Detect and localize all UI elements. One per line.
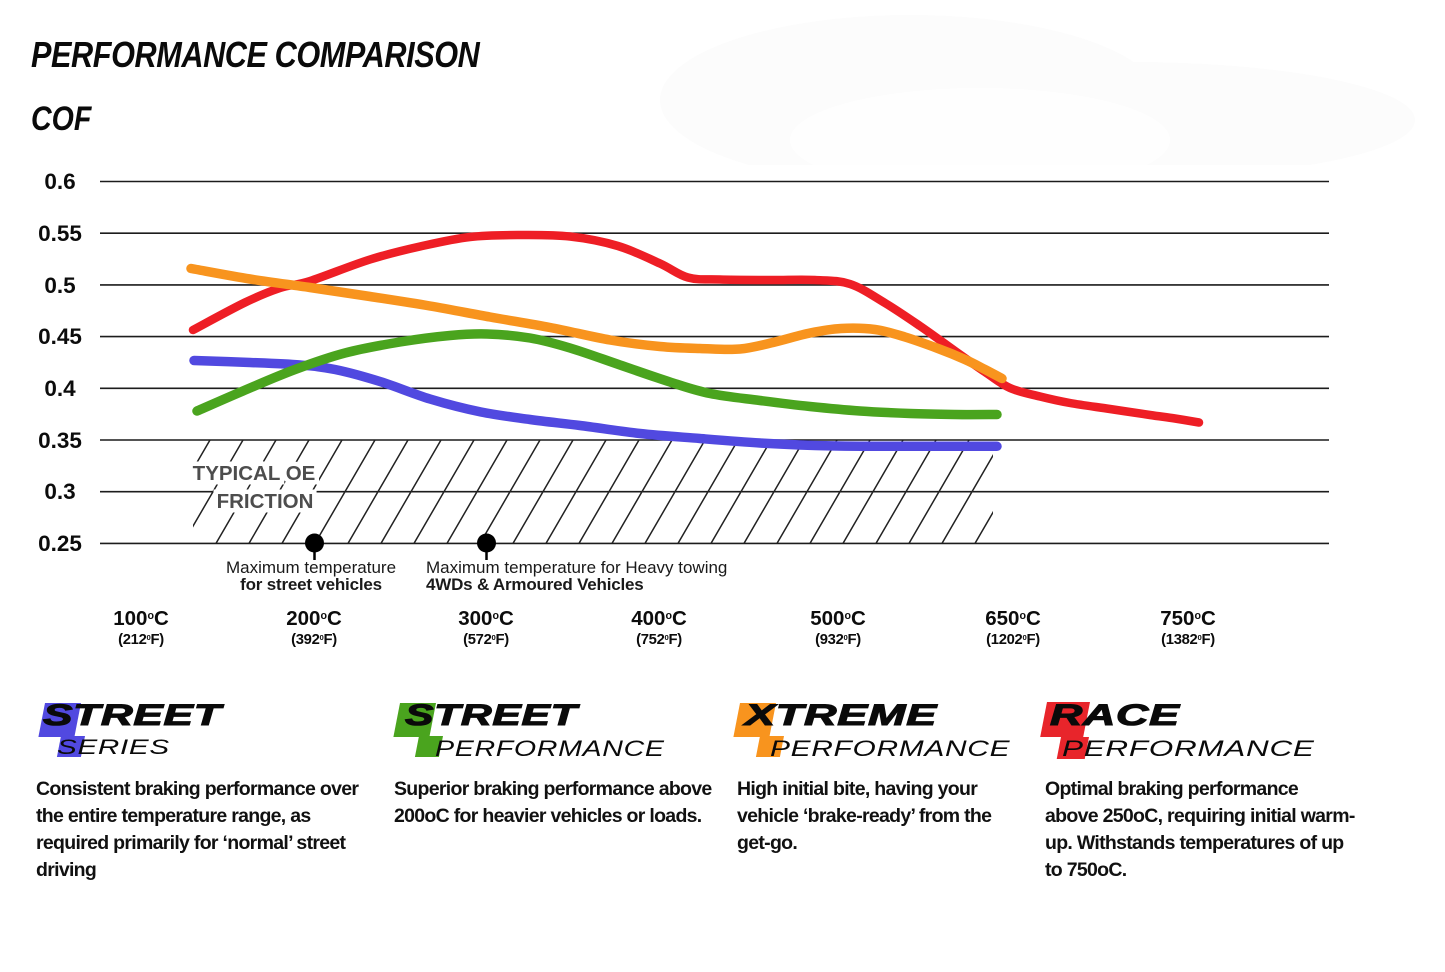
- svg-text:TYPICAL OE: TYPICAL OE: [193, 462, 316, 485]
- svg-text:FRICTION: FRICTION: [217, 490, 314, 513]
